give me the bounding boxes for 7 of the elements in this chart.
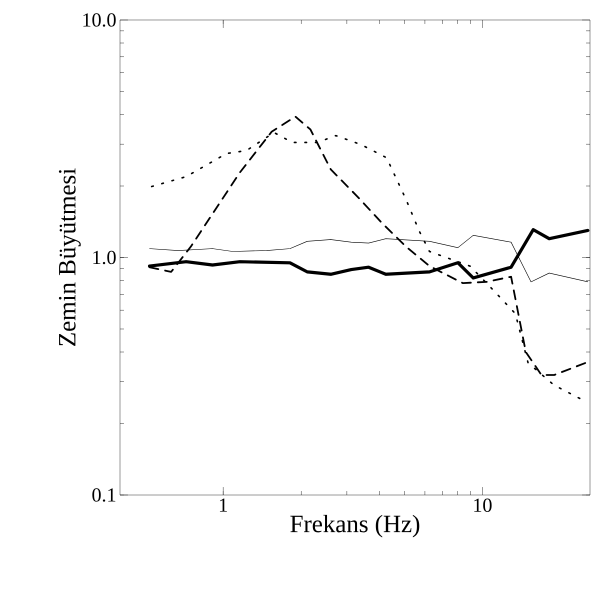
x-axis-title: Frekans (Hz) [290, 514, 420, 538]
y-tick-label: 1.0 [93, 250, 116, 264]
x-tick-label: 1 [220, 498, 227, 512]
x-tick-label: 10 [474, 498, 492, 512]
y-tick-label: 0.1 [92, 488, 116, 502]
y-tick-label: 10.0 [83, 13, 116, 27]
y-axis-title: Zemin Büyütmesi [58, 168, 81, 346]
